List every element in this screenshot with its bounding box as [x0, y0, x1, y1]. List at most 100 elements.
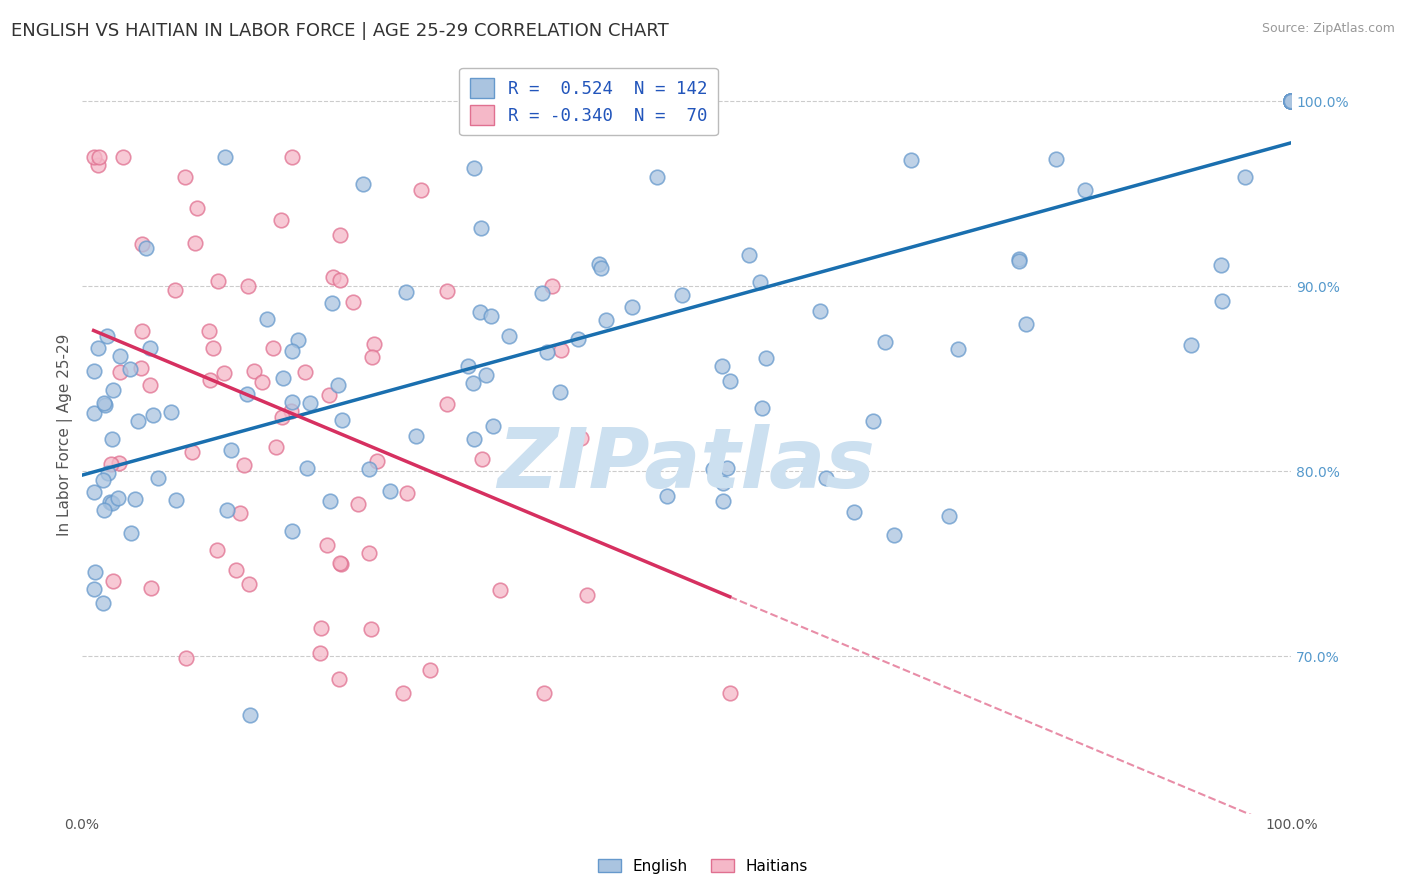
Point: [396, 486, 419, 500]
Point: [1279, 95, 1302, 109]
Point: [146, 471, 169, 485]
Point: [1279, 95, 1302, 109]
Point: [1279, 95, 1302, 109]
Point: [1008, 252, 1031, 266]
Point: [481, 419, 503, 434]
Point: [814, 471, 837, 485]
Point: [395, 285, 418, 299]
Point: [405, 429, 427, 443]
Point: [180, 445, 202, 459]
Point: [748, 275, 770, 289]
Point: [205, 543, 228, 558]
Point: [1211, 294, 1233, 309]
Point: [235, 387, 257, 401]
Point: [326, 377, 349, 392]
Point: [94, 398, 117, 412]
Point: [342, 295, 364, 310]
Point: [270, 213, 292, 227]
Point: [1279, 95, 1302, 109]
Point: [271, 409, 294, 424]
Point: [108, 456, 131, 470]
Point: [236, 278, 259, 293]
Point: [347, 497, 370, 511]
Text: ENGLISH VS HAITIAN IN LABOR FORCE | AGE 25-29 CORRELATION CHART: ENGLISH VS HAITIAN IN LABOR FORCE | AGE …: [11, 22, 669, 40]
Point: [139, 377, 162, 392]
Point: [135, 241, 157, 255]
Point: [108, 349, 131, 363]
Point: [83, 484, 105, 499]
Point: [540, 278, 562, 293]
Point: [100, 457, 122, 471]
Point: [352, 177, 374, 191]
Point: [207, 274, 229, 288]
Point: [1279, 95, 1302, 109]
Legend: English, Haitians: English, Haitians: [592, 853, 814, 880]
Point: [1279, 95, 1302, 109]
Point: [1279, 95, 1302, 109]
Point: [1279, 95, 1302, 109]
Point: [595, 312, 617, 326]
Point: [264, 440, 287, 454]
Point: [380, 483, 402, 498]
Point: [165, 493, 187, 508]
Point: [536, 344, 558, 359]
Point: [1279, 95, 1302, 109]
Point: [621, 301, 644, 315]
Point: [100, 496, 122, 510]
Point: [1279, 95, 1302, 109]
Point: [160, 405, 183, 419]
Point: [938, 508, 960, 523]
Point: [1015, 318, 1038, 332]
Point: [103, 574, 125, 588]
Point: [330, 412, 353, 426]
Y-axis label: In Labor Force | Age 25-29: In Labor Force | Age 25-29: [58, 333, 73, 535]
Point: [329, 556, 352, 570]
Point: [1279, 95, 1302, 109]
Point: [141, 581, 163, 595]
Point: [93, 503, 115, 517]
Point: [1279, 95, 1302, 109]
Point: [83, 582, 105, 596]
Point: [1279, 95, 1302, 109]
Point: [711, 476, 734, 491]
Point: [1279, 95, 1302, 109]
Point: [318, 494, 340, 508]
Point: [468, 305, 491, 319]
Point: [1279, 95, 1302, 109]
Point: [591, 260, 613, 275]
Point: [1279, 95, 1302, 109]
Point: [328, 672, 350, 686]
Point: [571, 431, 593, 445]
Point: [862, 414, 884, 428]
Point: [202, 342, 225, 356]
Point: [280, 403, 302, 417]
Point: [1008, 253, 1031, 268]
Point: [262, 341, 284, 355]
Point: [129, 360, 152, 375]
Point: [1279, 95, 1302, 109]
Point: [671, 288, 693, 302]
Point: [533, 686, 555, 700]
Point: [83, 150, 105, 164]
Point: [97, 466, 120, 480]
Point: [250, 375, 273, 389]
Point: [215, 503, 238, 517]
Point: [409, 184, 432, 198]
Point: [474, 368, 496, 382]
Point: [1279, 95, 1302, 109]
Point: [948, 342, 970, 356]
Point: [239, 708, 262, 723]
Point: [392, 686, 415, 700]
Point: [489, 582, 512, 597]
Point: [498, 329, 520, 343]
Point: [89, 150, 111, 164]
Point: [238, 576, 260, 591]
Point: [93, 395, 115, 409]
Point: [718, 374, 741, 388]
Point: [1279, 95, 1302, 109]
Point: [108, 365, 131, 379]
Point: [470, 221, 492, 235]
Point: [808, 304, 831, 318]
Point: [1279, 95, 1302, 109]
Point: [1279, 95, 1302, 109]
